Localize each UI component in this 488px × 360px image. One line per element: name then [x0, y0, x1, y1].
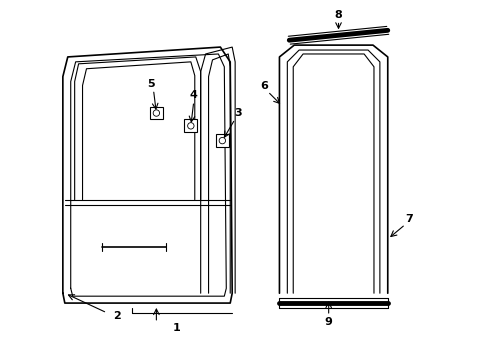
Text: 8: 8: [334, 10, 342, 19]
Text: 1: 1: [172, 323, 180, 333]
Text: 9: 9: [324, 317, 332, 327]
Text: 7: 7: [405, 215, 412, 224]
Text: 3: 3: [234, 108, 242, 118]
Text: 5: 5: [147, 78, 155, 89]
Bar: [184, 120, 197, 132]
Text: 2: 2: [113, 311, 121, 321]
Bar: [150, 107, 163, 120]
Bar: [216, 134, 228, 147]
Text: 4: 4: [189, 90, 197, 100]
Text: 6: 6: [259, 81, 267, 91]
